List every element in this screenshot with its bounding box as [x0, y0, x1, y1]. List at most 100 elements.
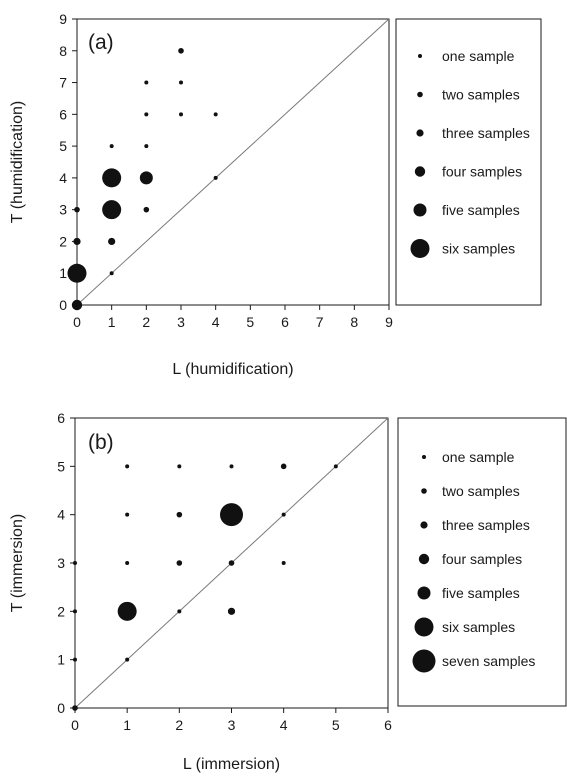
data-point: [102, 168, 122, 188]
y-tick-label: 5: [57, 458, 65, 474]
legend-box: [395, 18, 542, 306]
y-tick-label: 6: [59, 106, 67, 122]
data-point: [109, 144, 114, 149]
data-point: [108, 237, 116, 246]
data-point: [73, 237, 81, 246]
x-axis-label: L (immersion): [183, 756, 280, 773]
legend-label: six samples: [442, 241, 515, 257]
x-tick-label: 3: [228, 717, 236, 733]
legend-label: two samples: [442, 483, 520, 499]
y-tick-label: 1: [57, 652, 65, 668]
panel-label: (b): [88, 431, 114, 454]
legend-label: one sample: [442, 48, 515, 64]
y-tick-label: 3: [59, 202, 67, 218]
x-tick-label: 0: [73, 314, 81, 330]
x-axis-label: L (humidification): [172, 361, 293, 378]
legend-label: six samples: [442, 619, 515, 635]
x-tick-label: 4: [280, 717, 288, 733]
y-tick-label: 8: [59, 43, 67, 59]
legend-label: seven samples: [442, 653, 535, 669]
data-point: [125, 512, 130, 517]
legend-marker: [421, 488, 427, 494]
x-tick-label: 9: [385, 314, 393, 330]
data-point: [67, 263, 87, 283]
y-tick-label: 7: [59, 75, 67, 91]
data-point: [179, 80, 183, 85]
legend-label: three samples: [442, 125, 530, 141]
legend-label: five samples: [442, 202, 520, 218]
x-tick-label: 5: [246, 314, 254, 330]
chart-panel-0: 0 1 2 3 4 5 6 7 8 9 0 1 2 3 4 5 6 7 8 9 L (humidification) T …: [9, 11, 542, 378]
x-tick-label: 2: [175, 717, 183, 733]
data-point: [109, 271, 114, 276]
legend-marker: [418, 54, 422, 58]
x-tick-label: 0: [71, 717, 79, 733]
y-tick-label: 4: [59, 170, 67, 186]
data-point: [144, 112, 149, 117]
data-point: [280, 463, 287, 470]
data-point: [144, 144, 149, 149]
data-point: [73, 561, 77, 565]
x-tick-label: 3: [177, 314, 185, 330]
x-tick-label: 1: [123, 717, 131, 733]
y-axis-label: T (immersion): [9, 514, 26, 612]
x-tick-label: 1: [108, 314, 116, 330]
data-point: [125, 657, 130, 662]
y-tick-label: 9: [59, 11, 67, 27]
data-point: [177, 609, 182, 614]
data-point: [333, 464, 338, 469]
data-point: [125, 464, 130, 469]
x-tick-label: 4: [212, 314, 220, 330]
legend-label: three samples: [442, 517, 530, 533]
y-tick-label: 5: [59, 138, 67, 154]
legend-marker: [417, 91, 423, 98]
data-point: [144, 80, 149, 85]
legend-marker: [416, 129, 424, 137]
data-point: [213, 112, 218, 117]
x-tick-label: 8: [350, 314, 358, 330]
legend-marker: [414, 617, 434, 637]
data-point: [73, 657, 77, 662]
legend-box: [397, 417, 567, 707]
x-tick-label: 2: [142, 314, 150, 330]
data-point: [72, 705, 78, 711]
data-point: [176, 560, 183, 566]
data-point: [177, 464, 182, 469]
chart-panel-1: 0 1 2 3 4 5 6 0 1 2 3 4 5 6 L (immersion) T (immersion)…: [9, 410, 567, 773]
data-point: [139, 171, 153, 185]
y-tick-label: 2: [59, 233, 67, 249]
x-tick-label: 6: [384, 717, 392, 733]
data-point: [281, 561, 286, 565]
legend-marker: [412, 649, 436, 673]
data-point: [281, 512, 286, 517]
data-point: [73, 609, 77, 614]
legend-marker: [410, 239, 430, 258]
legend-label: four samples: [442, 551, 522, 567]
y-tick-label: 6: [57, 410, 65, 426]
data-point: [125, 561, 130, 565]
legend-marker: [418, 553, 430, 565]
data-point: [74, 206, 80, 213]
legend-label: two samples: [442, 87, 520, 103]
data-point: [228, 560, 235, 566]
plot-frame: [76, 18, 390, 306]
x-tick-label: 5: [332, 717, 340, 733]
x-tick-label: 7: [316, 314, 324, 330]
panel-label: (a): [88, 31, 114, 54]
y-tick-label: 0: [57, 700, 65, 716]
data-point: [176, 511, 183, 518]
data-point: [117, 601, 137, 621]
y-axis-label: T (humidification): [9, 101, 26, 223]
data-point: [227, 607, 236, 615]
legend-marker: [417, 586, 431, 600]
data-point: [213, 175, 218, 180]
legend-label: five samples: [442, 585, 520, 601]
data-point: [143, 206, 150, 213]
y-tick-label: 2: [57, 603, 65, 619]
legend-marker: [414, 166, 426, 177]
data-point: [102, 200, 122, 220]
legend-marker: [420, 521, 428, 529]
x-tick-label: 6: [281, 314, 289, 330]
